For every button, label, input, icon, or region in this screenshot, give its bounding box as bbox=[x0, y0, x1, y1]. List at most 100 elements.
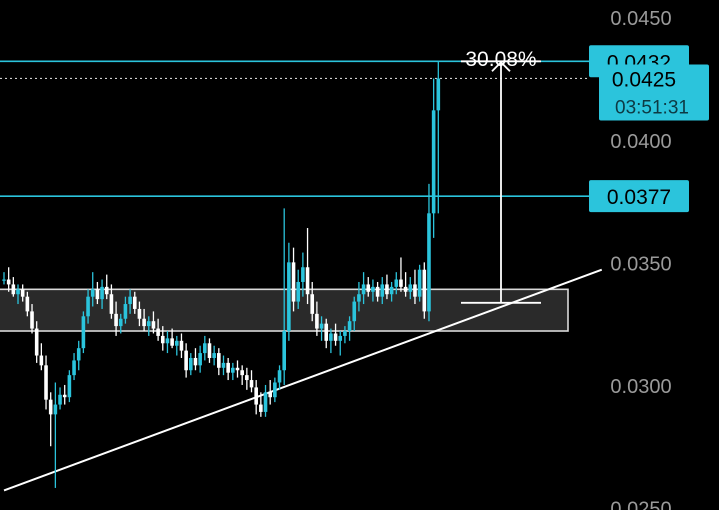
candle bbox=[254, 380, 258, 415]
measure-percent-label: 30.08% bbox=[465, 48, 536, 71]
candle bbox=[174, 335, 179, 356]
candle-body bbox=[81, 316, 86, 349]
y-tick-label: 0.0350 bbox=[610, 253, 671, 275]
candle bbox=[72, 353, 76, 381]
candle bbox=[104, 274, 109, 300]
candle bbox=[226, 357, 230, 381]
candle-body bbox=[25, 296, 30, 312]
candle-body bbox=[34, 328, 39, 356]
candle bbox=[11, 277, 16, 297]
candle-body bbox=[347, 321, 352, 332]
candle-body bbox=[109, 294, 114, 314]
candle-body bbox=[268, 392, 272, 398]
candle bbox=[90, 272, 95, 307]
candle bbox=[16, 284, 20, 305]
candle-body bbox=[315, 313, 319, 329]
measure-arrowhead bbox=[491, 61, 511, 72]
candle bbox=[25, 291, 30, 317]
candle bbox=[324, 318, 329, 349]
candle-body bbox=[361, 284, 366, 295]
candle bbox=[413, 269, 417, 305]
candle-body bbox=[231, 367, 235, 373]
candle bbox=[44, 355, 48, 410]
candle-body bbox=[403, 286, 408, 292]
candle bbox=[315, 301, 319, 336]
candle bbox=[431, 78, 436, 238]
candle-body bbox=[408, 284, 413, 292]
candle-body bbox=[16, 289, 20, 295]
candle-body bbox=[273, 382, 277, 398]
candle-body bbox=[62, 394, 67, 398]
candle-body bbox=[324, 323, 329, 341]
candle bbox=[296, 269, 301, 309]
ascending-trendline bbox=[3, 268, 603, 492]
y-tick-label: 0.0250 bbox=[610, 499, 671, 510]
candle bbox=[394, 272, 399, 295]
candle-body bbox=[282, 331, 286, 371]
candle-body bbox=[221, 362, 226, 368]
candle bbox=[100, 279, 104, 309]
candle bbox=[58, 387, 62, 410]
candle bbox=[375, 281, 380, 302]
candle bbox=[343, 326, 347, 344]
candle bbox=[329, 328, 333, 354]
y-tick-label: 0.0400 bbox=[610, 131, 671, 153]
candle bbox=[371, 279, 375, 302]
candle bbox=[207, 338, 212, 363]
candle bbox=[231, 362, 235, 381]
candle-body bbox=[123, 304, 128, 319]
candle-body bbox=[212, 353, 216, 358]
candle-body bbox=[375, 286, 380, 297]
candle-body bbox=[114, 313, 118, 327]
candle-body bbox=[287, 262, 291, 332]
candle-body bbox=[343, 331, 347, 336]
candle-body bbox=[422, 269, 427, 312]
candle-body bbox=[380, 284, 385, 297]
candle-body bbox=[338, 335, 343, 341]
candle-body bbox=[277, 370, 282, 383]
candle bbox=[385, 274, 389, 300]
candle bbox=[20, 284, 25, 302]
candle bbox=[137, 301, 142, 327]
candle-body bbox=[11, 284, 16, 295]
candle-body bbox=[263, 392, 268, 412]
candle bbox=[408, 277, 413, 300]
candle-body bbox=[160, 335, 165, 344]
candle bbox=[184, 343, 188, 378]
candle bbox=[212, 345, 216, 366]
candle-countdown-label: 03:51:31 bbox=[615, 97, 689, 118]
candle-body bbox=[104, 286, 109, 295]
candle-body bbox=[156, 328, 160, 336]
candle-body bbox=[53, 404, 58, 415]
candle bbox=[198, 345, 202, 373]
candle bbox=[301, 252, 305, 297]
candle-body bbox=[235, 367, 240, 371]
candle-body bbox=[170, 338, 174, 346]
candle-body bbox=[249, 380, 254, 388]
candle bbox=[263, 384, 268, 417]
candle bbox=[249, 370, 254, 393]
candle-body bbox=[254, 387, 258, 405]
candle-body bbox=[151, 321, 156, 329]
candle-body bbox=[30, 311, 34, 329]
candle bbox=[109, 284, 114, 319]
candlestick-series bbox=[2, 61, 441, 488]
candle bbox=[240, 365, 244, 385]
candle-body bbox=[44, 365, 48, 400]
candle bbox=[142, 308, 146, 332]
candle-body bbox=[95, 289, 100, 300]
candle-body bbox=[90, 289, 95, 297]
candle-body bbox=[366, 284, 371, 292]
candle bbox=[333, 323, 338, 346]
candle-body bbox=[165, 338, 170, 344]
candle bbox=[6, 267, 11, 292]
candle-body bbox=[305, 267, 310, 295]
candle bbox=[277, 365, 282, 390]
candle-body bbox=[48, 399, 53, 415]
trendline-layer bbox=[3, 268, 603, 492]
y-tick-label: 0.0450 bbox=[610, 8, 671, 30]
candle-body bbox=[203, 343, 207, 354]
candle bbox=[86, 289, 90, 324]
